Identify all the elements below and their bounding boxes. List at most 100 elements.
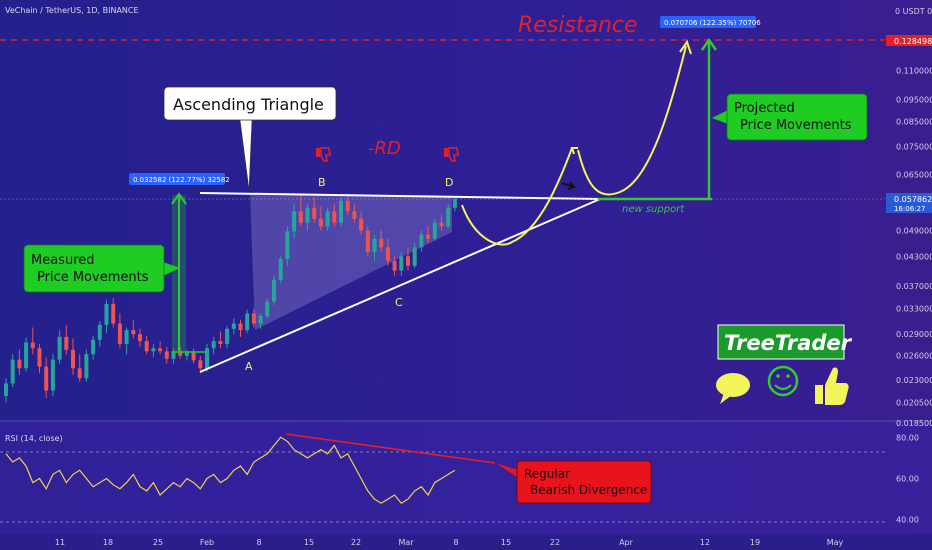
y-tick-label: 0.075000 bbox=[896, 142, 932, 151]
small-arrow-icon bbox=[561, 181, 576, 190]
candle bbox=[385, 238, 390, 266]
rd-label: -RD bbox=[368, 138, 401, 159]
x-tick-label: 8 bbox=[453, 538, 458, 547]
candle bbox=[117, 313, 122, 349]
point-b-label: B bbox=[318, 176, 326, 189]
candle bbox=[446, 204, 451, 229]
triangle-shade bbox=[250, 193, 452, 330]
speech-bubble-icon bbox=[716, 373, 750, 404]
candle bbox=[17, 349, 22, 375]
candle bbox=[452, 197, 457, 212]
candle bbox=[77, 354, 82, 382]
candle bbox=[426, 226, 431, 244]
divergence-line1: Regular bbox=[524, 467, 570, 481]
candle bbox=[84, 349, 89, 382]
candle bbox=[44, 357, 49, 398]
candle bbox=[406, 247, 410, 271]
candle bbox=[272, 275, 276, 306]
thumbs-down-icon bbox=[316, 147, 331, 162]
divergence-line bbox=[285, 433, 496, 464]
candle bbox=[231, 318, 236, 335]
rsi-axis: 80.00 60.00 40.00 bbox=[896, 433, 919, 524]
x-tick-label: 12 bbox=[700, 538, 710, 547]
projection-curve-2 bbox=[577, 45, 687, 196]
point-a-label: A bbox=[245, 360, 253, 373]
candle bbox=[97, 320, 102, 347]
candle bbox=[372, 234, 377, 261]
candle bbox=[238, 319, 243, 337]
y-tick-label: 0.043000 bbox=[896, 252, 932, 261]
candle bbox=[4, 378, 8, 403]
candle bbox=[111, 298, 116, 328]
candle bbox=[365, 226, 370, 257]
x-tick-label: Feb bbox=[200, 538, 214, 547]
candle bbox=[37, 343, 42, 374]
candle bbox=[339, 197, 343, 227]
projected-line2: Price Movements bbox=[740, 118, 852, 133]
rsi-line bbox=[5, 436, 456, 504]
candle bbox=[151, 343, 156, 358]
projected-line1: Projected bbox=[734, 101, 795, 116]
x-tick-label: 15 bbox=[304, 538, 314, 547]
thumbs-down-icon bbox=[444, 147, 459, 162]
current-price-text: 0.057862 bbox=[894, 195, 932, 204]
candle bbox=[399, 251, 404, 276]
candle bbox=[144, 335, 149, 355]
candle bbox=[225, 326, 230, 349]
price-axis: 0.110000 0.095000 0.085000 0.075000 0.065000… bbox=[896, 67, 932, 428]
candle bbox=[57, 330, 62, 364]
rsi-tick-label: 60.00 bbox=[896, 475, 919, 484]
rsi-tick-label: 80.00 bbox=[896, 433, 919, 442]
candle bbox=[265, 298, 270, 319]
projected-box bbox=[726, 93, 868, 141]
candle bbox=[171, 348, 176, 364]
candle bbox=[158, 341, 163, 355]
candle bbox=[91, 335, 96, 360]
price-tag-top: 0 USDT 0 bbox=[895, 7, 932, 16]
y-tick-label: 0.026000 bbox=[896, 352, 932, 361]
candle bbox=[258, 313, 263, 329]
candle bbox=[432, 218, 437, 241]
candle bbox=[178, 346, 183, 359]
measured-box bbox=[23, 244, 165, 293]
x-tick-label: 22 bbox=[550, 538, 560, 547]
measured-line2: Price Movements bbox=[37, 270, 149, 285]
projected-callout-pointer bbox=[712, 110, 728, 124]
x-tick-label: 25 bbox=[153, 538, 163, 547]
ascending-triangle-box bbox=[163, 86, 337, 121]
resistance-tag bbox=[886, 35, 932, 46]
y-tick-label: 0.049000 bbox=[896, 227, 932, 236]
brand-label: TreeTrader bbox=[724, 331, 853, 355]
x-tick-label: 18 bbox=[103, 538, 113, 547]
candle bbox=[439, 215, 444, 231]
rsi-label: RSI (14, close) bbox=[5, 434, 63, 443]
y-tick-label: 0.085000 bbox=[896, 118, 932, 127]
candle bbox=[359, 211, 364, 235]
projection-curve-1 bbox=[461, 147, 573, 246]
point-d-label: D bbox=[445, 176, 453, 189]
thumbs-up-icon bbox=[815, 367, 849, 405]
x-tick-label: 19 bbox=[750, 538, 760, 547]
candle bbox=[205, 343, 209, 372]
candle bbox=[64, 324, 69, 355]
rsi-polyline bbox=[5, 436, 456, 504]
measure-arrow-head bbox=[171, 192, 187, 205]
y-tick-label: 0.065000 bbox=[896, 171, 932, 180]
divergence-line2: Bearish Divergence bbox=[530, 483, 647, 497]
candle bbox=[325, 207, 330, 231]
candle bbox=[218, 331, 223, 349]
smiley-icon bbox=[767, 365, 799, 397]
candle bbox=[138, 328, 142, 347]
y-tick-label: 0.110000 bbox=[896, 67, 932, 76]
measured-callout-pointer bbox=[163, 262, 180, 276]
y-tick-label: 0.029000 bbox=[896, 330, 932, 339]
candle bbox=[345, 193, 350, 216]
candle bbox=[412, 243, 417, 269]
candle bbox=[24, 337, 29, 372]
candle bbox=[164, 346, 169, 364]
x-tick-label: 8 bbox=[256, 538, 261, 547]
y-tick-label: 0.018500 bbox=[896, 419, 932, 428]
candle bbox=[30, 327, 35, 355]
